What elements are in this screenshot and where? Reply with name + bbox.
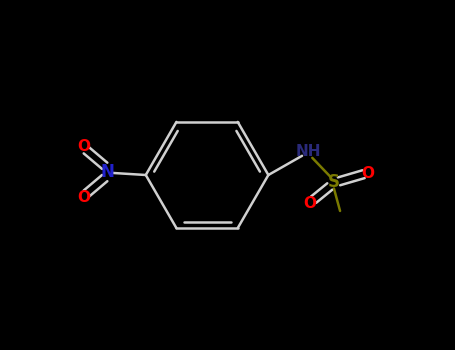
Text: NH: NH: [295, 144, 321, 159]
Text: O: O: [361, 166, 374, 181]
Text: O: O: [77, 139, 90, 154]
Text: S: S: [328, 173, 340, 191]
Text: O: O: [303, 196, 316, 211]
Text: N: N: [101, 163, 115, 181]
Text: O: O: [77, 190, 90, 205]
